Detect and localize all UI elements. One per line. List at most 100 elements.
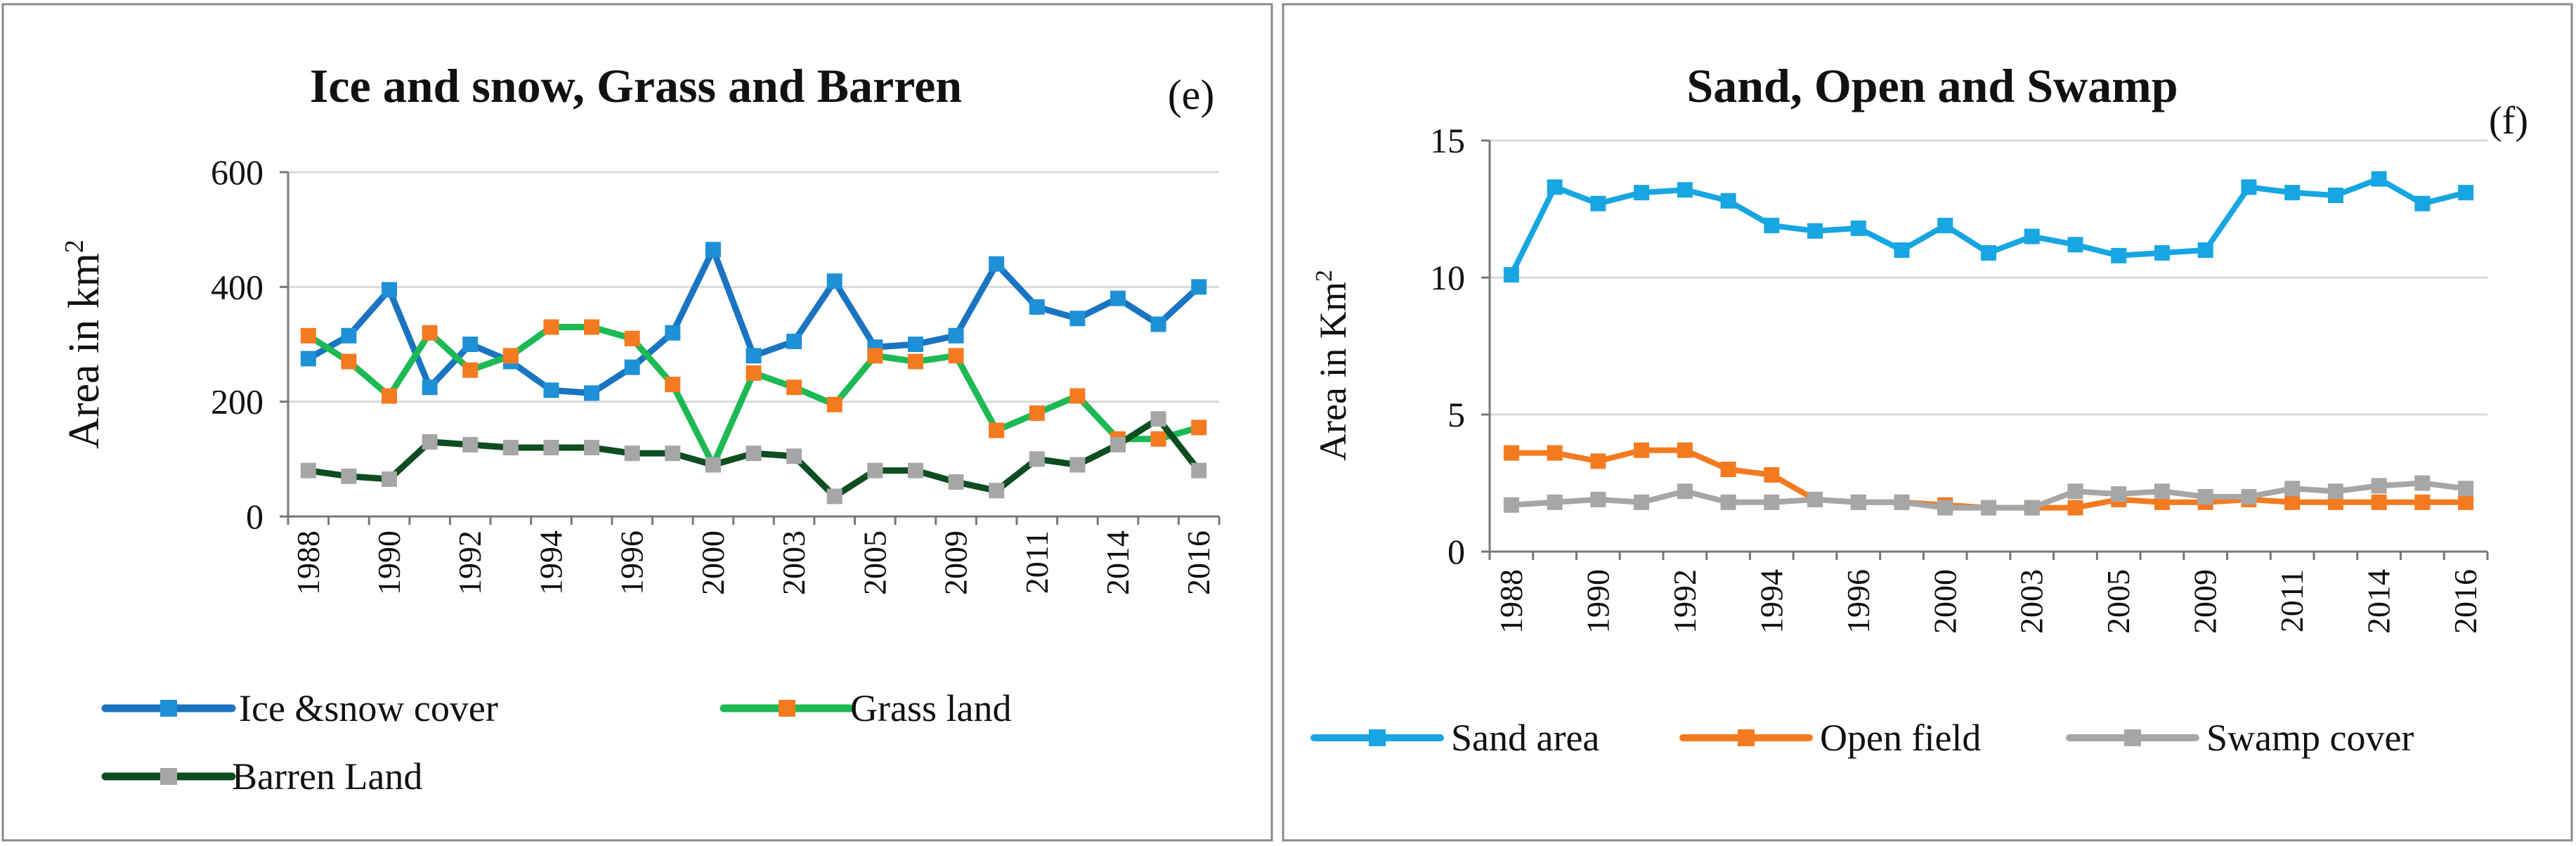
chart-f-point: [1764, 494, 1780, 510]
chart-e-point: [502, 348, 519, 364]
chart-e-point: [624, 445, 640, 462]
chart-f-point: [1937, 217, 1953, 233]
chart-f-point: [2067, 500, 2083, 516]
chart-e-point: [300, 462, 316, 479]
chart-e-xtick-label: 1996: [614, 531, 650, 595]
chart-f-legend-marker: [2124, 729, 2141, 746]
chart-f-legend-marker: [1738, 729, 1755, 746]
chart-e-point: [705, 457, 721, 473]
chart-f-point: [2327, 188, 2343, 203]
chart-e-point: [584, 440, 600, 455]
chart-f-point: [1764, 217, 1780, 233]
chart-e-point: [300, 327, 316, 344]
chart-f-legend-label: Sand area: [1451, 717, 1599, 759]
chart-e-xtick-label: 1992: [452, 531, 488, 595]
chart-f-point: [1720, 462, 1736, 477]
chart-f-point: [1720, 494, 1736, 510]
chart-f-point: [1503, 445, 1519, 461]
chart-e-point: [1191, 419, 1207, 436]
chart-e-point: [907, 462, 923, 479]
chart-e-xtick-label: 2000: [695, 531, 731, 595]
chart-f-xtick-label: 2009: [2187, 569, 2223, 634]
chart-f-point: [1634, 442, 1650, 458]
chart-e-point: [948, 474, 964, 490]
chart-e-point: [300, 351, 316, 367]
chart-f-xtick-label: 1988: [1493, 569, 1529, 634]
chart-f-point: [2284, 481, 2301, 497]
chart-e-ytick-label: 200: [211, 382, 264, 422]
chart-f-xtick-label: 1996: [1840, 569, 1876, 634]
chart-e-point: [624, 359, 640, 375]
chart-e-point: [948, 327, 964, 344]
chart-f-point: [1894, 494, 1910, 510]
chart-e-ytick-label: 600: [211, 152, 264, 192]
chart-e-point: [867, 462, 883, 479]
chart-f-point: [2197, 242, 2213, 258]
chart-e: Ice and snow, Grass and Barren (e) Area …: [60, 59, 1221, 798]
chart-f-point: [2284, 494, 2301, 510]
chart-e-point: [989, 422, 1005, 438]
chart-f-point: [2327, 483, 2343, 500]
chart-e-legend-label: Barren Land: [232, 755, 422, 798]
chart-e-point: [341, 327, 357, 344]
chart-f-point: [1634, 185, 1650, 201]
chart-e-point: [382, 282, 398, 298]
chart-e-point: [665, 445, 681, 462]
chart-e-xtick-label: 2016: [1180, 531, 1216, 595]
chart-f: Sand, Open and Swamp (f) Area in Km2 0 5 1…: [1310, 59, 2528, 759]
chart-e-point: [462, 337, 479, 352]
chart-f-point: [1981, 500, 1996, 516]
chart-f-legend-label: Swamp cover: [2206, 717, 2414, 759]
chart-e-point: [422, 434, 438, 450]
chart-e-point: [826, 396, 843, 412]
chart-e-xtick-label: 1994: [533, 531, 568, 595]
chart-f-ytick-label: 15: [1430, 121, 1465, 160]
chart-f-xtick-label: 1994: [1753, 569, 1789, 634]
chart-e-point: [543, 382, 559, 398]
chart-f-point: [1677, 182, 1693, 198]
chart-f-point: [2024, 500, 2040, 516]
chart-e-point: [1110, 436, 1126, 453]
chart-f-point: [2111, 247, 2127, 263]
chart-e-point: [989, 483, 1005, 499]
chart-e-point: [341, 353, 357, 370]
chart-f-point: [1764, 467, 1780, 483]
chart-e-xtick-label: 2014: [1100, 531, 1136, 595]
chart-f-point: [1677, 442, 1693, 458]
chart-f-point: [2371, 478, 2387, 494]
chart-e-legend-label: Grass land: [850, 687, 1011, 729]
chart-e-point: [543, 440, 559, 455]
chart-f-point: [1547, 494, 1563, 510]
chart-e-point: [665, 377, 681, 393]
chart-f-point: [2458, 185, 2474, 201]
chart-f-legend-marker: [1369, 729, 1386, 746]
chart-f-ylabel: Area in Km2: [1311, 270, 1354, 461]
chart-e-point: [746, 348, 762, 364]
chart-f-point: [1503, 267, 1519, 283]
chart-e-point: [624, 330, 640, 346]
chart-e-xtick-label: 2003: [776, 531, 812, 595]
chart-f-point: [1894, 242, 1910, 258]
chart-f-point: [2371, 494, 2387, 510]
chart-f-point: [1850, 220, 1866, 236]
chart-e-point: [746, 365, 762, 381]
chart-f-point: [2241, 489, 2257, 505]
chart-e-xtick-label: 1988: [290, 531, 326, 595]
chart-f-point: [2067, 483, 2083, 500]
chart-e-point: [948, 348, 964, 364]
chart-e-xtick-label: 2005: [857, 531, 892, 595]
chart-e-legend-marker: [779, 700, 795, 717]
chart-f-ytick-label: 0: [1448, 532, 1465, 571]
chart-e-point: [1069, 311, 1086, 327]
chart-e-point: [826, 273, 843, 289]
chart-f-title: Sand, Open and Swamp: [1686, 59, 2178, 112]
chart-f-point: [1807, 491, 1823, 507]
chart-e-point: [462, 436, 479, 453]
chart-e-point: [989, 256, 1005, 272]
chart-e-point: [1029, 299, 1045, 315]
chart-e-point: [1029, 451, 1045, 467]
chart-f-ytick-label: 10: [1430, 258, 1465, 297]
chart-f-point: [2154, 245, 2170, 261]
chart-e-point: [422, 325, 438, 341]
chart-e-ytick-label: 0: [246, 497, 264, 536]
